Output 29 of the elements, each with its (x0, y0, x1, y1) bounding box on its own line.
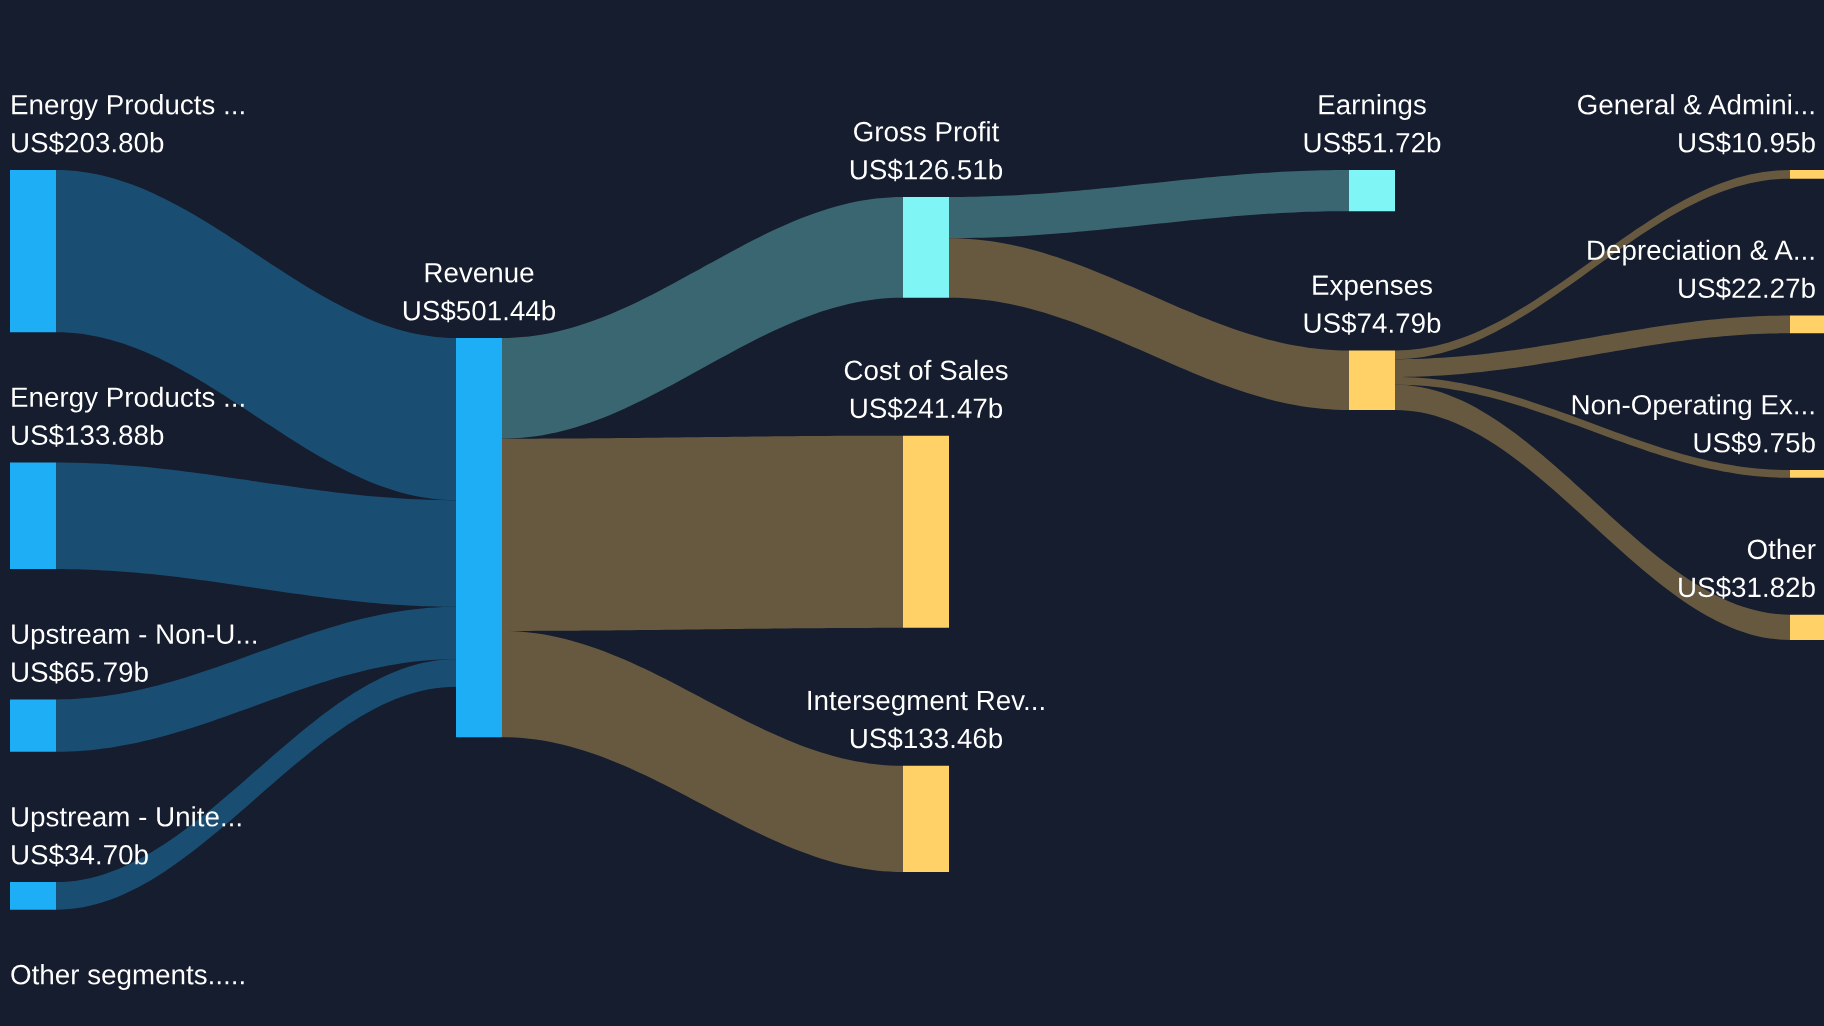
category-label: Gross Profit (854, 121, 1000, 142)
category-label: Upstream - Unite... (12, 806, 241, 833)
category-label: Earnings (1319, 94, 1426, 120)
data-label: US$203.80b (12, 131, 164, 155)
category-label: Expenses (1313, 275, 1432, 301)
category-label: Depreciation & A... (1588, 239, 1814, 266)
category-label: Non-Operating Ex... (1572, 394, 1814, 421)
data-label: US$74.79b (1304, 312, 1441, 335)
data-label: US$126.51b (850, 158, 1003, 182)
data-label: US$22.27b (1679, 277, 1815, 300)
data-label: US$501.44b (403, 299, 556, 323)
data-label: US$65.79b (12, 661, 148, 684)
data-label: US$133.88b (12, 424, 164, 447)
category-label: Other segments..... (11, 964, 244, 990)
data-label: US$51.72b (1304, 131, 1441, 155)
data-label: US$9.75b (1694, 431, 1815, 455)
category-label: Upstream - Non-U... (12, 624, 256, 650)
data-label: US$241.47b (850, 397, 1003, 420)
data-label: US$31.82b (1679, 576, 1815, 599)
data-label: US$10.95b (1679, 131, 1815, 155)
category-label: Energy Products ... (12, 386, 244, 413)
data-label: US$133.46b (850, 727, 1003, 750)
category-label: Energy Products ... (12, 94, 244, 120)
category-label: Cost of Sales (844, 359, 1008, 381)
category-label: Other (1747, 538, 1816, 560)
category-label: General & Admini... (1578, 94, 1814, 115)
category-label: Revenue (425, 263, 534, 283)
category-label: Intersegment Rev... (808, 690, 1044, 716)
data-label: US$34.70b (12, 843, 148, 867)
